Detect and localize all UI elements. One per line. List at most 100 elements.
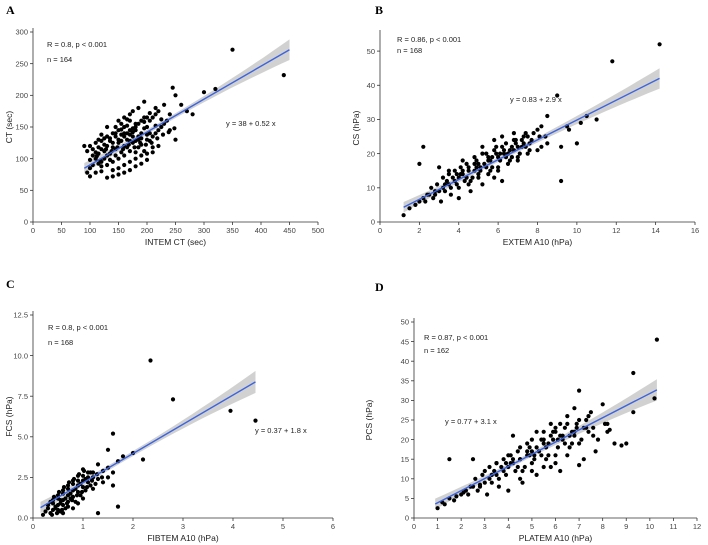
data-point xyxy=(417,161,422,166)
data-point xyxy=(437,165,442,170)
regression-equation: y = 38 + 0.52 x xyxy=(226,119,276,128)
data-point xyxy=(95,462,101,467)
data-point xyxy=(574,141,580,146)
x-tick-label: 5 xyxy=(281,522,285,531)
data-point xyxy=(602,421,608,426)
x-tick-label: 6 xyxy=(331,522,335,531)
data-point xyxy=(468,178,473,184)
data-point xyxy=(588,410,594,415)
x-tick-label: 500 xyxy=(312,226,325,235)
data-point xyxy=(461,490,466,495)
panel-label: D xyxy=(375,280,384,294)
y-tick-label: 150 xyxy=(15,123,28,132)
data-point xyxy=(407,206,412,211)
data-point xyxy=(65,504,71,509)
data-point xyxy=(507,158,512,163)
data-point xyxy=(486,155,491,160)
data-point xyxy=(578,120,583,125)
x-tick-label: 300 xyxy=(198,226,211,235)
data-point xyxy=(429,185,434,190)
data-point xyxy=(539,437,544,442)
data-point xyxy=(70,481,76,486)
data-point xyxy=(466,165,471,170)
data-point xyxy=(565,414,570,419)
data-point xyxy=(515,155,520,160)
data-point xyxy=(492,468,497,474)
y-tick-label: 2.5 xyxy=(18,473,28,482)
data-point xyxy=(150,134,155,139)
data-point xyxy=(105,162,110,168)
data-point xyxy=(490,165,495,170)
data-point xyxy=(99,169,104,174)
data-point xyxy=(51,494,57,499)
data-point xyxy=(75,501,81,506)
data-point xyxy=(519,137,524,143)
data-point xyxy=(144,151,150,156)
data-point xyxy=(172,126,177,131)
data-point xyxy=(213,86,218,92)
data-point xyxy=(486,172,491,177)
x-tick-label: 0 xyxy=(412,522,416,531)
data-point xyxy=(156,128,161,133)
data-point xyxy=(458,172,463,177)
data-point xyxy=(657,42,662,47)
data-point xyxy=(447,457,452,462)
data-point xyxy=(53,504,58,509)
data-point xyxy=(472,155,477,160)
data-point xyxy=(507,148,512,153)
data-point xyxy=(438,199,444,204)
data-point xyxy=(586,414,591,419)
data-point xyxy=(159,117,164,122)
x-tick-label: 12 xyxy=(693,522,701,531)
data-point xyxy=(435,182,440,187)
x-tick-label: 6 xyxy=(496,226,500,235)
data-point xyxy=(413,202,418,207)
data-point xyxy=(464,161,469,166)
data-point xyxy=(492,137,497,143)
data-point xyxy=(96,145,101,150)
data-point xyxy=(501,148,507,153)
data-point xyxy=(173,93,178,98)
data-point xyxy=(562,425,568,430)
data-point xyxy=(500,178,505,184)
data-point xyxy=(476,172,481,177)
data-point xyxy=(523,131,528,136)
x-tick-label: 14 xyxy=(651,226,659,235)
y-tick-label: 20 xyxy=(367,149,375,158)
data-point xyxy=(522,464,527,470)
data-point xyxy=(110,174,115,179)
data-point xyxy=(144,115,150,120)
data-point xyxy=(482,161,487,166)
data-point xyxy=(58,501,63,506)
y-tick-label: 50 xyxy=(401,318,409,327)
data-point xyxy=(654,337,660,342)
regression-equation: y = 0.83 + 2.9 x xyxy=(510,95,562,104)
data-point xyxy=(446,172,451,177)
data-point xyxy=(558,421,563,426)
data-point xyxy=(525,151,530,156)
data-point xyxy=(593,449,598,454)
data-point xyxy=(150,150,155,155)
data-point xyxy=(84,485,90,490)
data-point xyxy=(93,140,98,145)
data-point xyxy=(448,185,453,190)
data-point xyxy=(127,168,132,173)
data-point xyxy=(534,472,539,477)
data-point xyxy=(127,132,132,137)
data-point xyxy=(534,445,539,450)
data-point xyxy=(545,113,550,119)
data-point xyxy=(122,153,127,158)
y-tick-label: 0 xyxy=(24,218,28,227)
data-point xyxy=(558,468,563,474)
x-tick-label: 5 xyxy=(530,522,534,531)
data-point xyxy=(153,112,158,117)
y-axis-label: CT (sec) xyxy=(4,111,14,144)
x-tick-label: 450 xyxy=(283,226,296,235)
regression-line xyxy=(83,49,290,169)
data-point xyxy=(115,504,121,509)
y-axis-label: PCS (hPa) xyxy=(364,400,374,441)
data-point xyxy=(88,470,93,475)
x-tick-label: 2 xyxy=(417,226,421,235)
regression-equation: y = 0.77 + 3.1 x xyxy=(445,417,497,426)
data-point xyxy=(87,157,93,162)
